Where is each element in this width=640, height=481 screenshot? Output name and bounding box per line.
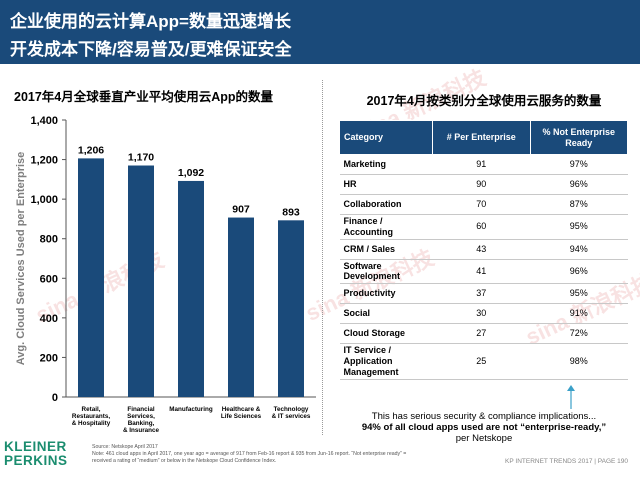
table-row: Productivity 37 95% [339,283,628,305]
not-ready-cell: 98% [530,343,628,380]
y-tick-label: 1,400 [30,115,58,127]
y-axis-title: Avg. Cloud Services Used per Enterprise [15,152,27,366]
bar [178,180,204,397]
bar-value-label: 893 [282,206,300,218]
y-tick-label: 400 [40,313,58,325]
x-category-label: Technology & IT services [272,406,311,420]
bar-value-label: 1,170 [128,152,154,164]
not-ready-cell: 95% [530,214,628,240]
source-line-2: Note: 461 cloud apps in April 2017, one … [92,451,407,458]
x-category-label: Retail, Restaurants, & Hospitality [72,406,111,427]
y-tick-label: 800 [40,234,58,246]
x-category-label: Manufacturing [169,406,213,413]
right-table-title: 2017年4月按类别分全球使用云服务的数量 [366,94,602,108]
column-header-per-enterprise: # Per Enterprise [432,120,531,155]
y-tick-label: 1,200 [30,155,58,167]
not-ready-cell: 94% [530,239,628,260]
left-chart-title: 2017年4月全球垂直产业平均使用云App的数量 [14,90,274,104]
note-line-3: per Netskope [455,432,513,444]
table-row: Software Development 41 96% [339,259,628,285]
bar [128,165,154,397]
y-tick-label: 200 [40,352,58,364]
title-banner: 企业使用的云计算App=数量迅速增长 开发成本下降/容易普及/更难保证安全 [0,0,640,64]
table-row: Collaboration 70 87% [339,194,628,215]
logo-line-2: PERKINS [4,453,68,468]
per-enterprise-cell: 43 [432,239,530,260]
column-header-category: Category [339,120,433,155]
category-cell: Software Development [339,259,433,285]
category-cell: CRM / Sales [339,239,433,260]
security-note: This has serious security & compliance i… [330,411,638,445]
not-ready-cell: 96% [530,174,628,195]
bar-chart: 0 200 400 600 800 1,000 1,200 1,400 Avg. Cloud S… [15,115,316,434]
category-cell: Marketing [339,154,433,175]
per-enterprise-cell: 25 [432,343,530,380]
slide-title-line-2: 开发成本下降/容易普及/更难保证安全 [10,40,292,59]
per-enterprise-cell: 27 [432,323,530,345]
section-divider [322,80,323,435]
table-row: IT Service / Application Management 25 98% [339,343,628,380]
page-footer: KP INTERNET TRENDS 2017 | PAGE 190 [505,458,628,465]
category-cell: HR [339,174,433,195]
bar [278,220,304,397]
per-enterprise-cell: 90 [432,174,530,195]
category-cell: Productivity [339,283,433,305]
category-cell: Finance / Accounting [339,214,433,240]
per-enterprise-cell: 30 [432,303,530,325]
bar [78,158,104,397]
per-enterprise-cell: 60 [432,214,530,240]
y-tick-label: 0 [52,392,58,404]
y-tick-label: 600 [40,273,58,285]
per-enterprise-cell: 70 [432,194,530,215]
category-cell: Social [339,303,433,325]
note-line-1: This has serious security & compliance i… [371,411,597,422]
table-row: HR 90 96% [339,174,628,195]
per-enterprise-cell: 37 [432,283,530,305]
not-ready-cell: 96% [530,259,628,285]
not-ready-cell: 72% [530,323,628,345]
y-tick-label: 1,000 [30,194,58,206]
not-ready-cell: 91% [530,303,628,325]
table-row: Social 30 91% [339,303,628,325]
up-arrow-icon [567,385,575,409]
table-row: Marketing 91 97% [339,154,628,175]
source-line-3: received a rating of “medium” or below i… [92,458,277,465]
table-row: Cloud Storage 27 72% [339,323,628,345]
bar-value-label: 907 [232,204,250,216]
per-enterprise-cell: 41 [432,259,530,285]
logo-line-1: KLEINER [4,439,67,454]
kleiner-perkins-logo: KLEINER PERKINS [4,440,68,468]
table-row: Finance / Accounting 60 95% [339,214,628,240]
column-header-not-ready: % Not Enterprise Ready [529,120,628,155]
x-category-label: Financial Services, Banking, & Insurance [123,406,160,434]
source-line-1: Source: Netskope April 2017 [92,444,158,450]
per-enterprise-cell: 91 [432,154,530,175]
category-cell: Cloud Storage [339,323,433,345]
table-header-row: Category # Per Enterprise % Not Enterpri… [339,120,628,155]
bar-value-label: 1,092 [178,167,204,179]
not-ready-cell: 87% [530,194,628,215]
not-ready-cell: 95% [530,283,628,305]
source-note: Source: Netskope April 2017 Note: 461 cl… [92,444,472,465]
table-row: CRM / Sales 43 94% [339,239,628,260]
cloud-services-table: Category # Per Enterprise % Not Enterpri… [339,120,628,380]
not-ready-cell: 97% [530,154,628,175]
note-line-2: 94% of all cloud apps used are not “ente… [361,421,607,433]
table-body: Marketing 91 97% HR 90 96% Collaboration 70 87% F… [339,154,628,380]
category-cell: IT Service / Application Management [339,343,433,380]
bar [228,217,254,397]
x-category-label: Healthcare & Life Sciences [221,406,262,420]
category-cell: Collaboration [339,194,433,215]
bar-value-label: 1,206 [78,144,104,156]
slide-title-line-1: 企业使用的云计算App=数量迅速增长 [10,12,291,31]
